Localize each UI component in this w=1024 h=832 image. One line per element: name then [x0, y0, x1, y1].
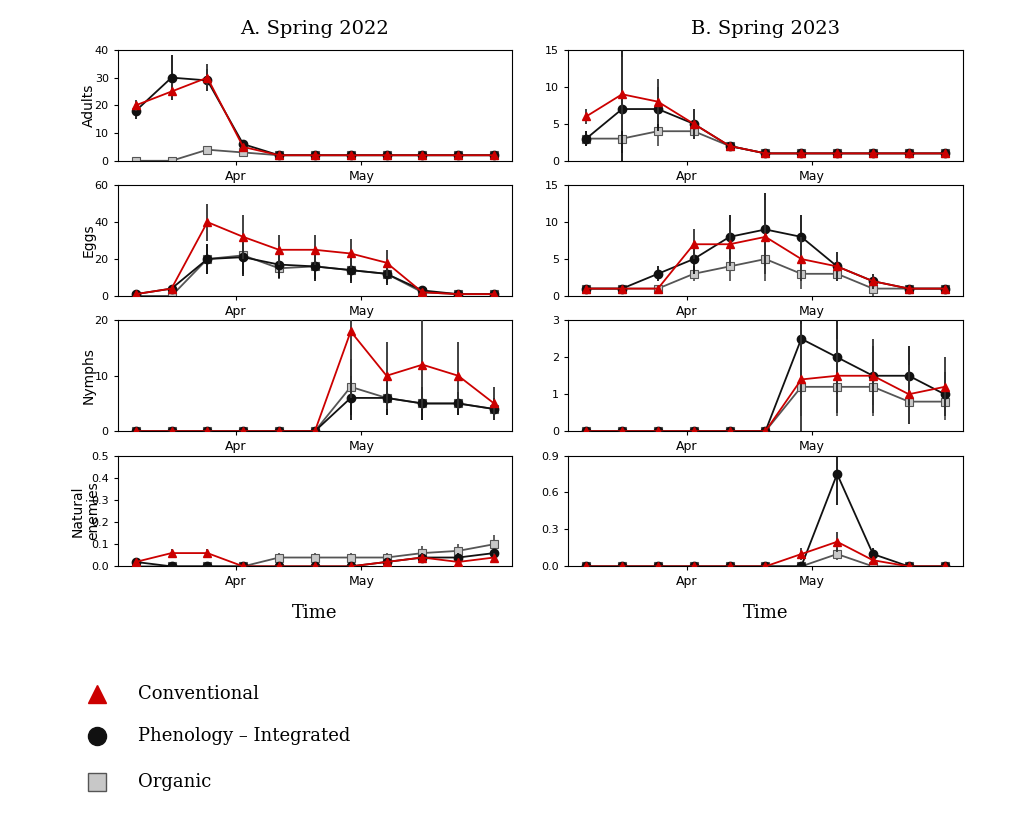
Text: Time: Time: [292, 604, 338, 622]
Text: A. Spring 2022: A. Spring 2022: [241, 20, 389, 38]
Y-axis label: Adults: Adults: [82, 84, 96, 127]
Y-axis label: Eggs: Eggs: [82, 224, 96, 257]
Text: Conventional: Conventional: [138, 685, 259, 703]
Text: Organic: Organic: [138, 773, 212, 790]
Text: B. Spring 2023: B. Spring 2023: [691, 20, 840, 38]
Text: Time: Time: [742, 604, 788, 622]
Text: Phenology – Integrated: Phenology – Integrated: [138, 727, 350, 745]
Y-axis label: Natural
enemies: Natural enemies: [71, 482, 100, 540]
Y-axis label: Nymphs: Nymphs: [82, 347, 96, 404]
